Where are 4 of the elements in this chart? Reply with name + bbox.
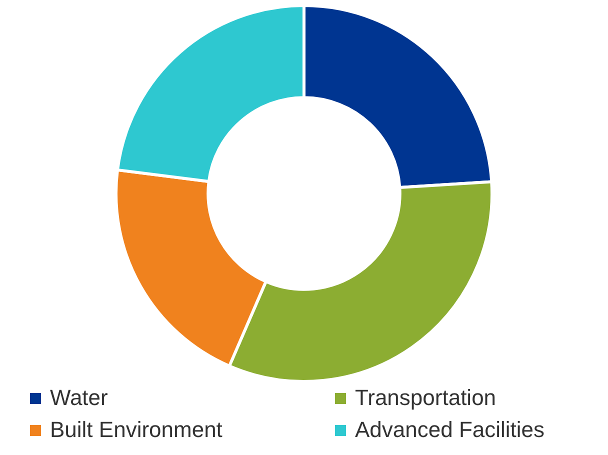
legend-label: Water <box>50 385 108 411</box>
legend-label: Advanced Facilities <box>355 417 545 443</box>
legend-label: Built Environment <box>50 417 222 443</box>
legend-label: Transportation <box>355 385 496 411</box>
